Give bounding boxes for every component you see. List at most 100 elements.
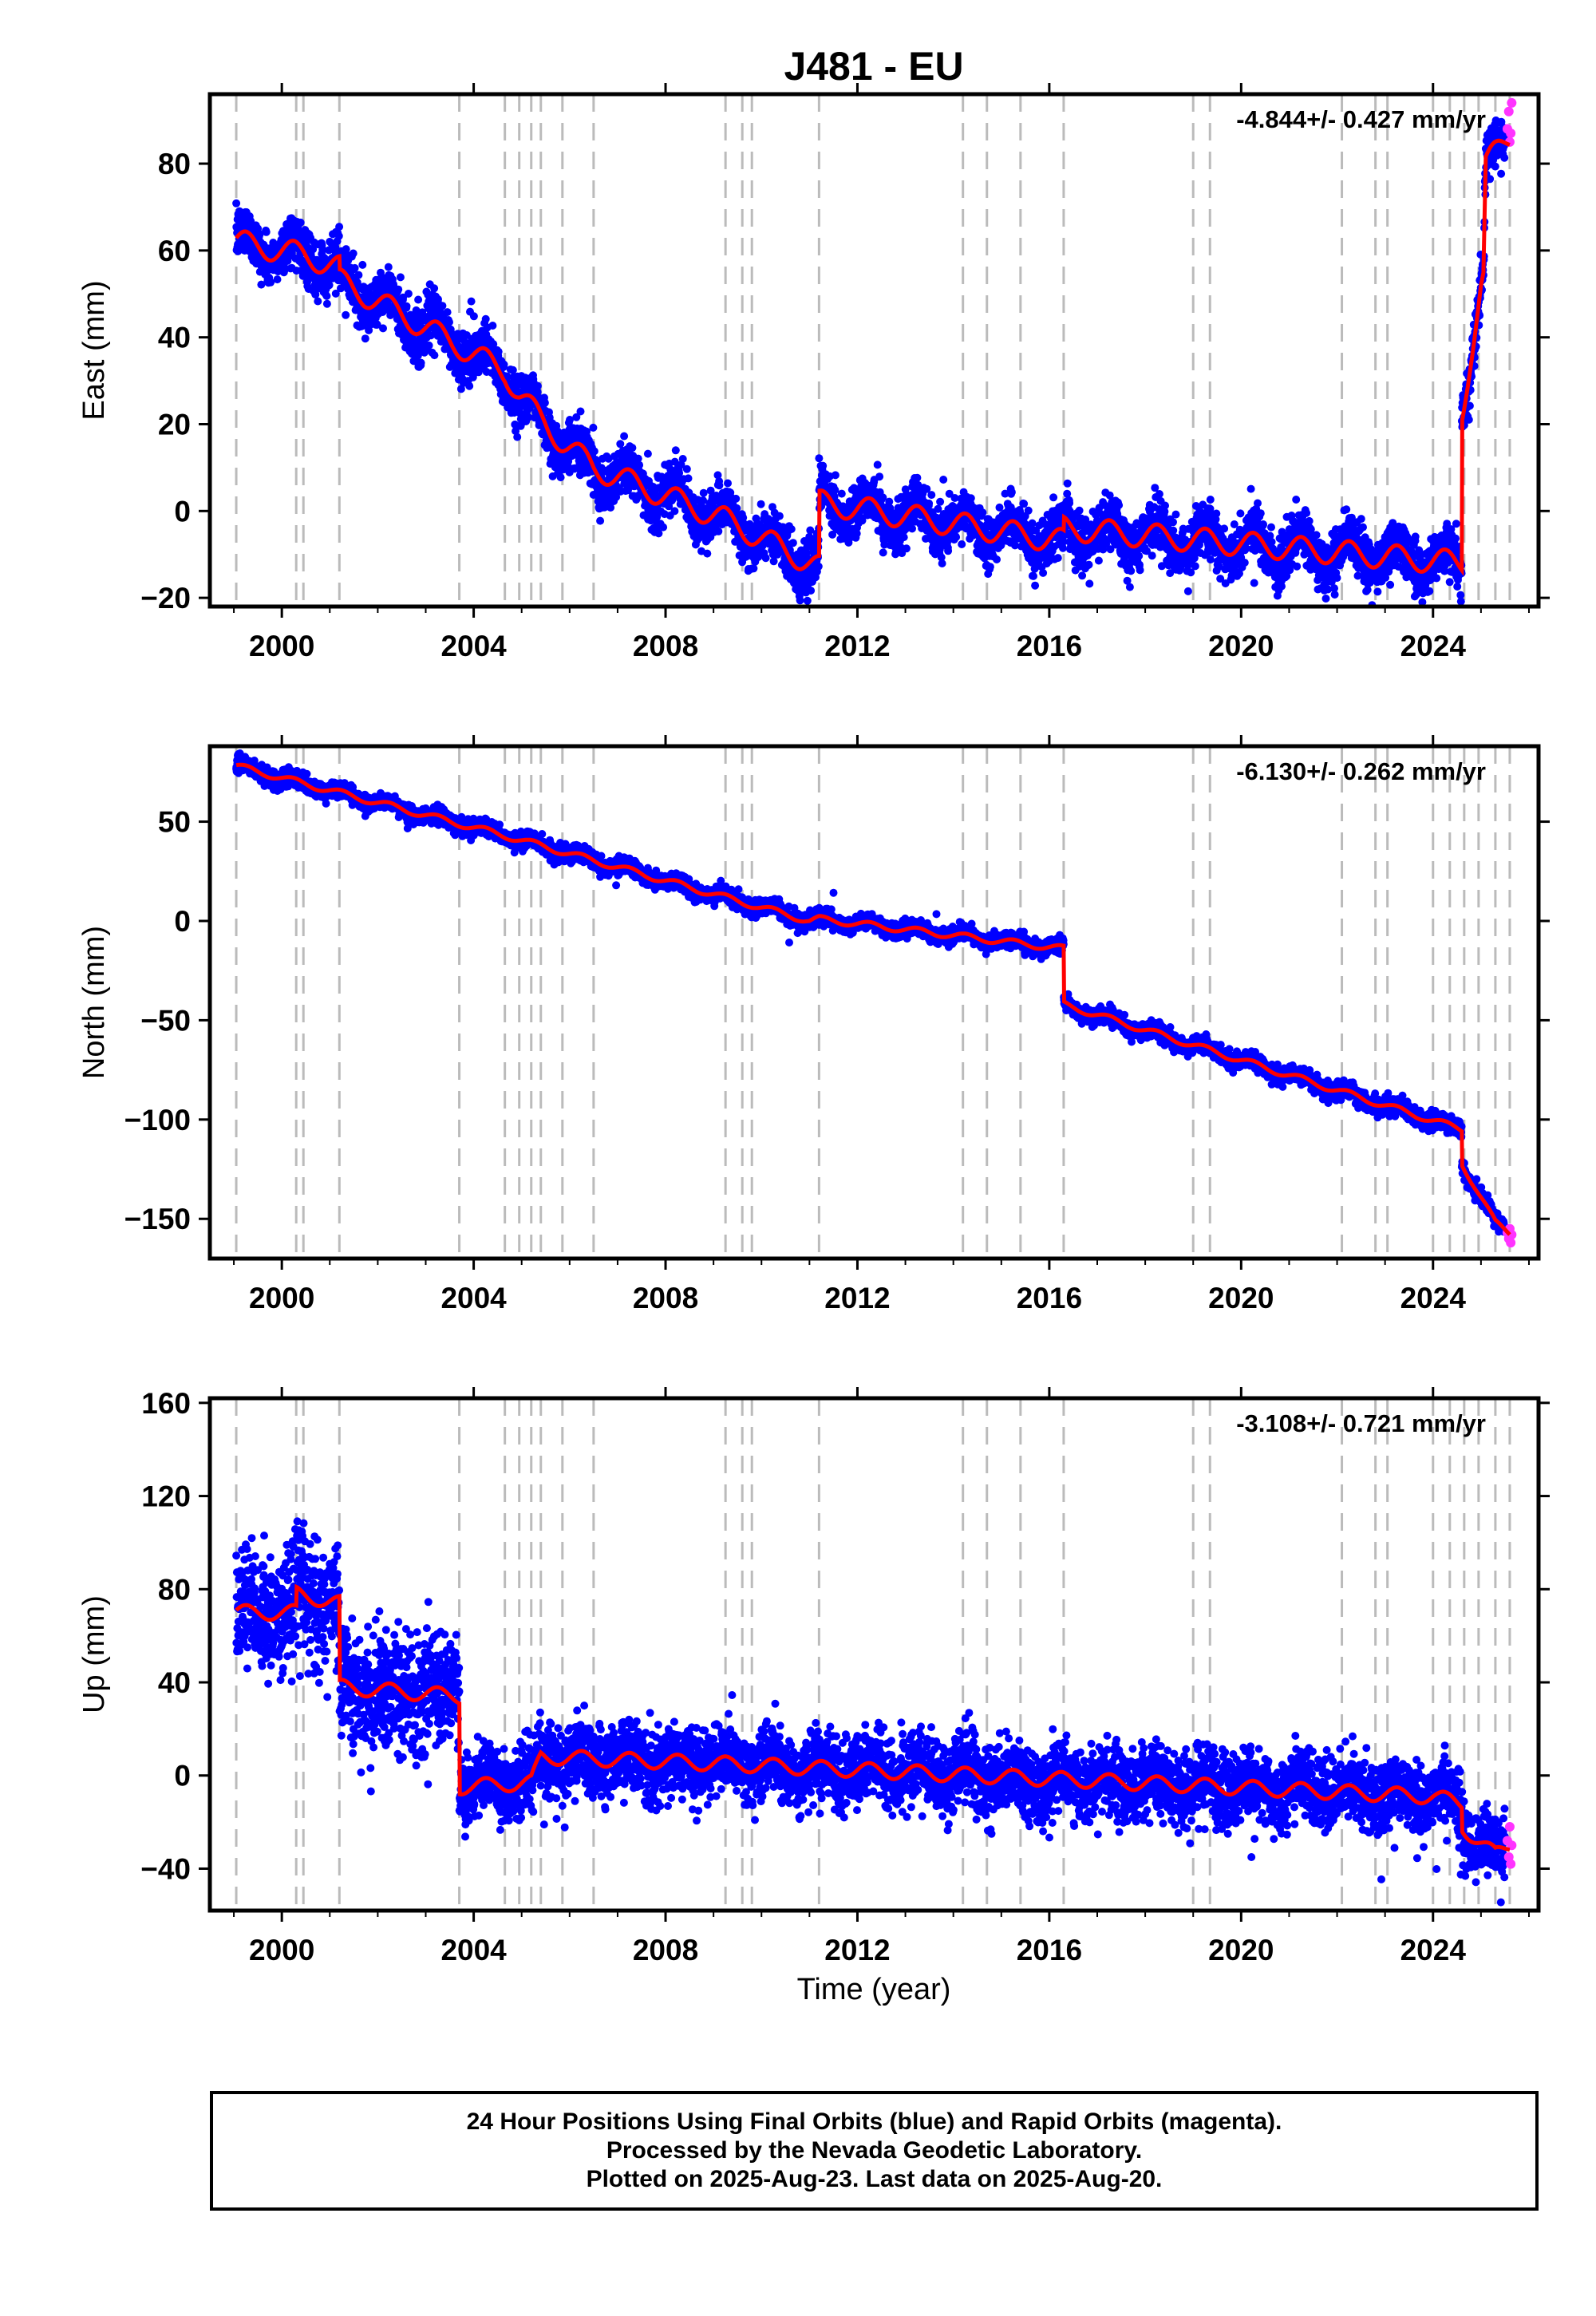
data-point [1031, 581, 1040, 590]
data-point [682, 464, 691, 473]
data-point [413, 351, 422, 360]
data-point [273, 275, 282, 284]
data-point [1115, 501, 1124, 509]
data-point [1135, 551, 1144, 560]
data-point [1007, 488, 1016, 496]
data-point [404, 290, 413, 298]
data-point [678, 455, 687, 463]
data-point [540, 398, 549, 407]
data-point [1029, 571, 1037, 580]
data-point [443, 308, 452, 317]
data-point [1191, 562, 1199, 571]
data-point [1020, 500, 1029, 508]
data-point [335, 223, 344, 231]
data-point [803, 596, 812, 605]
data-point [1063, 479, 1072, 488]
data-point [322, 299, 331, 308]
data-point [913, 473, 922, 482]
data-point [309, 245, 318, 254]
data-point [675, 468, 684, 477]
data-point [1267, 523, 1275, 532]
data-point [296, 218, 305, 227]
data-point [1085, 579, 1094, 588]
data-point [1246, 484, 1255, 493]
data-point [267, 278, 275, 287]
data-point [938, 559, 946, 567]
data-point [445, 318, 453, 326]
data-point [699, 488, 708, 497]
data-point [837, 489, 846, 498]
data-point [1206, 496, 1215, 504]
data-point [358, 260, 367, 269]
data-point [858, 516, 867, 525]
data-point [606, 504, 615, 512]
data-point [1148, 551, 1156, 560]
data-point [879, 548, 887, 557]
data-point [396, 273, 405, 282]
data-point [1254, 499, 1262, 508]
data-point [612, 492, 621, 501]
data-point [831, 486, 839, 494]
east-final-orbit-points [232, 116, 1509, 607]
data-point [1039, 568, 1048, 577]
data-point [880, 540, 889, 549]
data-point [533, 388, 542, 397]
data-point [1094, 556, 1103, 565]
data-point [533, 381, 542, 390]
data-point [958, 540, 966, 548]
data-point [634, 454, 642, 463]
data-point [936, 497, 945, 506]
data-point [257, 280, 266, 289]
data-point [262, 227, 271, 236]
data-point [815, 454, 824, 463]
east-plot-area [232, 94, 1517, 607]
data-point [331, 289, 340, 298]
data-point [255, 231, 264, 239]
data-point [1078, 571, 1087, 580]
data-point [939, 476, 948, 484]
data-point [927, 491, 936, 500]
data-point [733, 504, 741, 512]
data-point [1207, 555, 1215, 564]
data-point [314, 297, 322, 306]
data-point [775, 512, 784, 520]
data-point [787, 525, 796, 533]
data-point [402, 302, 411, 310]
data-point [819, 461, 828, 470]
chart-title: J481 - EU [784, 44, 963, 89]
data-point [1136, 566, 1144, 575]
data-point [620, 432, 629, 441]
data-point [354, 271, 363, 279]
data-point [769, 557, 778, 566]
data-point [488, 322, 497, 330]
data-point [232, 199, 241, 207]
data-point [796, 596, 804, 605]
data-point [1293, 562, 1302, 571]
data-point [671, 446, 680, 455]
data-point [512, 427, 520, 436]
data-point [814, 562, 823, 571]
data-point [628, 444, 637, 453]
data-point [732, 494, 741, 503]
data-point [807, 587, 816, 595]
data-point [885, 497, 894, 506]
data-point [831, 471, 839, 480]
data-point [590, 447, 598, 456]
data-point [1065, 499, 1074, 508]
data-point [908, 524, 916, 533]
data-point [1084, 560, 1093, 569]
data-point [754, 552, 763, 561]
data-point [1302, 508, 1311, 517]
east-panel: 2000 2004 2008 2012 2016 2020 2024−20020406080… [77, 83, 1550, 662]
data-point [1259, 520, 1267, 528]
data-point [902, 544, 911, 553]
data-point [556, 473, 565, 482]
data-point [500, 360, 508, 369]
data-point [830, 492, 839, 500]
data-point [684, 474, 693, 483]
data-point [714, 527, 723, 536]
data-point [993, 555, 1001, 563]
data-point [761, 554, 770, 563]
data-point [430, 351, 439, 360]
